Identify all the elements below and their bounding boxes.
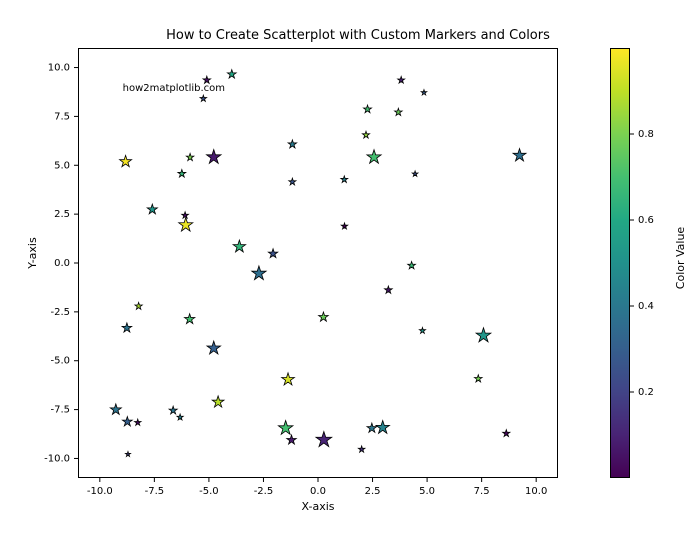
scatter-point (358, 446, 365, 452)
scatter-point (186, 153, 193, 160)
svg-text:-10.0: -10.0 (87, 486, 113, 497)
svg-text:10.0: 10.0 (48, 63, 70, 74)
scatter-point (177, 414, 183, 420)
scatter-point (169, 406, 177, 414)
scatter-svg (79, 49, 557, 477)
colorbar-label: Color Value (674, 218, 687, 298)
x-axis-label: X-axis (78, 500, 558, 513)
scatter-point (122, 417, 132, 426)
svg-text:2.5: 2.5 (365, 486, 381, 497)
svg-text:10.0: 10.0 (525, 486, 547, 497)
scatter-point (134, 419, 141, 425)
scatter-point (287, 435, 297, 444)
scatter-point (252, 266, 266, 280)
scatter-point (184, 314, 194, 324)
svg-text:0.6: 0.6 (638, 215, 654, 226)
scatter-point (233, 240, 245, 252)
svg-text:0.0: 0.0 (54, 258, 70, 269)
scatter-point (207, 341, 221, 354)
svg-text:-7.5: -7.5 (50, 405, 70, 416)
scatter-point (110, 404, 121, 414)
svg-text:0.0: 0.0 (310, 486, 326, 497)
scatter-point (341, 223, 347, 229)
scatter-point (319, 312, 329, 321)
svg-text:-7.5: -7.5 (145, 486, 165, 497)
scatter-point (289, 178, 296, 185)
scatter-point (288, 140, 297, 148)
scatter-point (179, 218, 193, 231)
svg-text:-2.5: -2.5 (254, 486, 274, 497)
scatter-point (474, 375, 482, 382)
scatter-point (120, 155, 132, 166)
svg-text:0.4: 0.4 (638, 301, 654, 312)
svg-text:5.0: 5.0 (419, 486, 435, 497)
scatter-point (398, 76, 405, 83)
svg-text:5.0: 5.0 (54, 160, 70, 171)
svg-text:2.5: 2.5 (54, 209, 70, 220)
scatter-point (408, 261, 416, 268)
scatter-point (147, 204, 157, 214)
y-axis-label: Y-axis (26, 223, 39, 283)
scatter-point (364, 105, 372, 113)
scatter-point (135, 302, 142, 309)
svg-text:-10.0: -10.0 (44, 453, 70, 464)
chart-title: How to Create Scatterplot with Custom Ma… (78, 28, 638, 43)
scatter-point (125, 452, 130, 457)
scatter-point (421, 90, 427, 95)
scatter-point (207, 150, 222, 164)
svg-text:-5.0: -5.0 (199, 486, 219, 497)
scatter-point (395, 108, 403, 115)
svg-text:-5.0: -5.0 (50, 356, 70, 367)
svg-text:-2.5: -2.5 (50, 307, 70, 318)
scatter-point (178, 170, 186, 178)
scatter-point (278, 421, 293, 435)
svg-text:0.2: 0.2 (638, 387, 654, 398)
colorbar-ticks: 0.2 0.4 0.6 0.8 (630, 47, 670, 479)
plot-area: how2matplotlib.com (78, 48, 558, 478)
svg-text:7.5: 7.5 (54, 111, 70, 122)
scatter-point (419, 327, 425, 333)
scatter-point (122, 323, 132, 332)
scatter-point (212, 396, 224, 407)
scatter-point (316, 432, 332, 447)
figure: { "chart": { "type": "scatter", "title":… (0, 0, 700, 560)
scatter-point (268, 249, 277, 258)
scatter-point (476, 328, 491, 342)
scatter-point (341, 176, 348, 183)
scatter-point (513, 149, 526, 161)
colorbar (610, 48, 630, 478)
scatter-point (503, 430, 510, 437)
scatter-point (385, 286, 393, 293)
scatter-point (200, 95, 207, 101)
svg-text:0.8: 0.8 (638, 129, 654, 140)
scatter-point (376, 420, 390, 433)
scatter-point (362, 131, 369, 138)
scatter-point (203, 76, 211, 83)
scatter-point (182, 212, 189, 218)
scatter-point (412, 171, 418, 176)
scatter-point (367, 150, 381, 164)
scatter-point (367, 423, 377, 432)
scatter-point (227, 70, 236, 78)
scatter-point (282, 373, 295, 385)
svg-text:7.5: 7.5 (474, 486, 490, 497)
